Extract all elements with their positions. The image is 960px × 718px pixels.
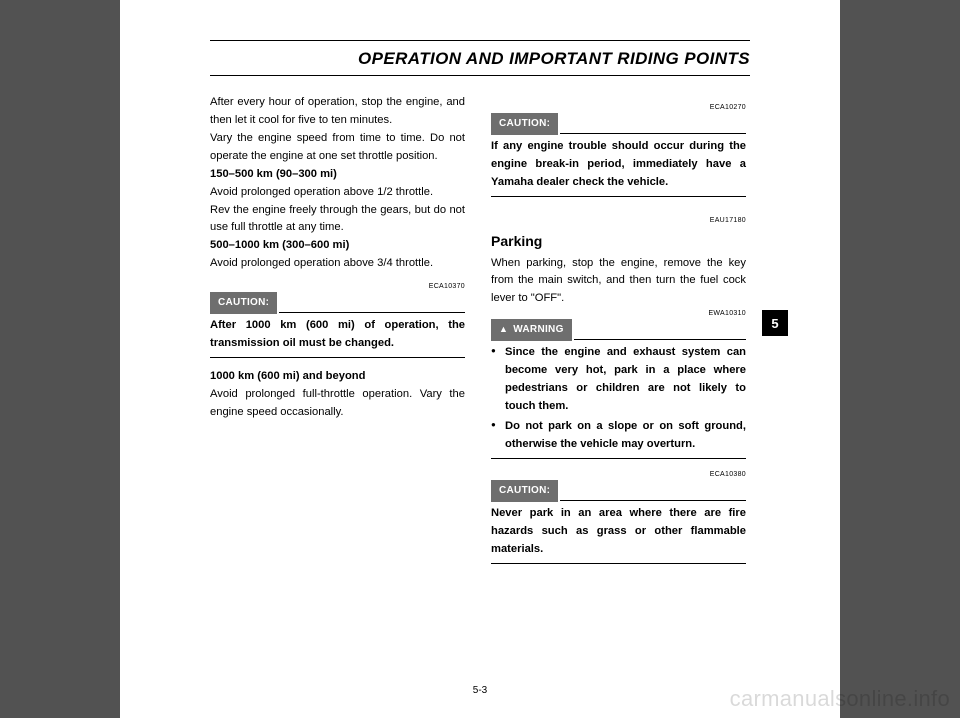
reference-code: ECA10370 (210, 281, 465, 292)
body-text: After every hour of operation, stop the … (210, 94, 465, 130)
divider-rule (491, 458, 746, 459)
subsection-title: 500–1000 km (300–600 mi) (210, 237, 465, 255)
divider-rule (491, 196, 746, 197)
warning-bullet: Do not park on a slope or on soft ground… (491, 418, 746, 454)
caution-text: Never park in an area where there are fi… (491, 505, 746, 559)
body-text: Avoid prolonged operation above 3/4 thro… (210, 255, 465, 273)
heading-rule (560, 133, 746, 134)
page-number: 5-3 (473, 685, 487, 696)
body-text: When parking, stop the engine, remove th… (491, 255, 746, 309)
heading-rule (279, 312, 465, 313)
reference-code: ECA10380 (491, 469, 746, 480)
column-left: After every hour of operation, stop the … (210, 94, 465, 574)
manual-page: OPERATION AND IMPORTANT RIDING POINTS Af… (120, 0, 840, 718)
heading-rule (560, 500, 746, 501)
reference-code: EWA10310 (491, 308, 746, 319)
column-right: ECA10270 CAUTION: If any engine trouble … (491, 94, 746, 574)
page-title: OPERATION AND IMPORTANT RIDING POINTS (210, 40, 750, 76)
subsection-title: 150–500 km (90–300 mi) (210, 166, 465, 184)
caution-text: After 1000 km (600 mi) of operation, the… (210, 317, 465, 353)
section-title: Parking (491, 230, 746, 252)
divider-rule (491, 563, 746, 564)
content-columns: After every hour of operation, stop the … (210, 94, 750, 574)
subsection-title: 1000 km (600 mi) and beyond (210, 368, 465, 386)
body-text: Vary the engine speed from time to time.… (210, 130, 465, 166)
warning-label: WARNING (491, 319, 572, 341)
reference-code: ECA10270 (491, 102, 746, 113)
warning-list: Since the engine and exhaust system can … (491, 344, 746, 454)
caution-text: If any engine trouble should occur durin… (491, 138, 746, 192)
divider-rule (210, 357, 465, 358)
caution-heading: CAUTION: (491, 113, 746, 135)
caution-heading: CAUTION: (491, 480, 746, 502)
body-text: Avoid prolonged full-throttle operation.… (210, 386, 465, 422)
watermark-text: carmanualsonline.info (730, 686, 950, 712)
caution-label: CAUTION: (210, 292, 277, 314)
heading-rule (574, 339, 746, 340)
chapter-tab: 5 (762, 310, 788, 336)
caution-label: CAUTION: (491, 113, 558, 135)
reference-code: EAU17180 (491, 215, 746, 226)
warning-bullet: Since the engine and exhaust system can … (491, 344, 746, 416)
warning-heading: WARNING (491, 319, 746, 341)
body-text: Rev the engine freely through the gears,… (210, 202, 465, 238)
caution-label: CAUTION: (491, 480, 558, 502)
body-text: Avoid prolonged operation above 1/2 thro… (210, 184, 465, 202)
caution-heading: CAUTION: (210, 292, 465, 314)
